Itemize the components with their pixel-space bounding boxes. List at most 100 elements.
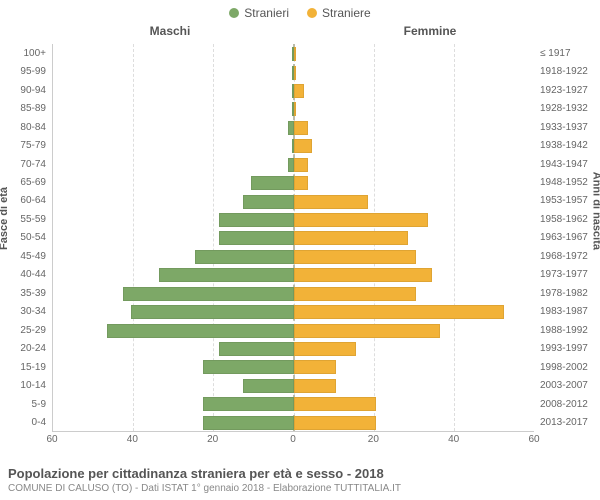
chart-subtitle: COMUNE DI CALUSO (TO) - Dati ISTAT 1° ge… — [8, 483, 592, 494]
pyramid-row — [53, 304, 534, 318]
chart-bars — [53, 44, 534, 431]
birth-label: 1928-1932 — [540, 103, 600, 114]
age-label: 35-39 — [0, 288, 46, 299]
pyramid-row — [53, 194, 534, 208]
x-tick-label: 60 — [46, 434, 57, 445]
bar-female — [294, 102, 296, 116]
age-label: 70-74 — [0, 159, 46, 170]
bar-male — [203, 397, 293, 411]
age-label: 25-29 — [0, 325, 46, 336]
pyramid-row — [53, 65, 534, 79]
birth-label: 1933-1937 — [540, 122, 600, 133]
bar-male — [251, 176, 293, 190]
bar-male — [123, 287, 293, 301]
bar-female — [294, 121, 308, 135]
age-label: 65-69 — [0, 177, 46, 188]
bar-male — [195, 250, 293, 264]
age-label: 50-54 — [0, 232, 46, 243]
bar-female — [294, 176, 308, 190]
pyramid-row — [53, 175, 534, 189]
column-title-female: Femmine — [300, 24, 600, 38]
birth-label: 1983-1987 — [540, 306, 600, 317]
x-tick-label: 60 — [528, 434, 539, 445]
age-label: 75-79 — [0, 140, 46, 151]
pyramid-row — [53, 138, 534, 152]
age-label: 10-14 — [0, 380, 46, 391]
birth-label: 1978-1982 — [540, 288, 600, 299]
birth-label: 1993-1997 — [540, 343, 600, 354]
age-label: 55-59 — [0, 214, 46, 225]
birth-label: 1958-1962 — [540, 214, 600, 225]
age-label: 40-44 — [0, 269, 46, 280]
birth-label: 1968-1972 — [540, 251, 600, 262]
birth-label: 1988-1992 — [540, 325, 600, 336]
bar-female — [294, 231, 408, 245]
bar-female — [294, 342, 356, 356]
legend-label-male: Stranieri — [244, 6, 289, 20]
bar-male — [107, 324, 293, 338]
pyramid-row — [53, 286, 534, 300]
age-label: 95-99 — [0, 66, 46, 77]
birth-label: 2013-2017 — [540, 417, 600, 428]
x-tick-label: 0 — [290, 434, 296, 445]
bar-male — [131, 305, 293, 319]
bar-male — [219, 342, 293, 356]
pyramid-row — [53, 323, 534, 337]
x-tick-label: 20 — [207, 434, 218, 445]
birth-label: 2003-2007 — [540, 380, 600, 391]
age-label: 45-49 — [0, 251, 46, 262]
age-label: 60-64 — [0, 195, 46, 206]
pyramid-row — [53, 230, 534, 244]
pyramid-row — [53, 249, 534, 263]
bar-female — [294, 213, 428, 227]
bar-male — [203, 360, 293, 374]
legend-item-male: Stranieri — [229, 6, 289, 20]
age-label: 90-94 — [0, 85, 46, 96]
pyramid-row — [53, 267, 534, 281]
bar-female — [294, 416, 376, 430]
x-axis-labels: 6040200204060 — [52, 434, 534, 448]
bar-female — [294, 397, 376, 411]
column-titles: Maschi Femmine — [0, 20, 600, 38]
legend-swatch-female — [307, 8, 317, 18]
bar-female — [294, 47, 296, 61]
x-tick-label: 40 — [448, 434, 459, 445]
birth-label: 1998-2002 — [540, 362, 600, 373]
birth-label: 1973-1977 — [540, 269, 600, 280]
birth-label: ≤ 1917 — [540, 48, 600, 59]
bar-female — [294, 158, 308, 172]
age-label: 20-24 — [0, 343, 46, 354]
birth-label: 2008-2012 — [540, 399, 600, 410]
age-label: 100+ — [0, 48, 46, 59]
legend-swatch-male — [229, 8, 239, 18]
pyramid-row — [53, 212, 534, 226]
bar-male — [219, 231, 293, 245]
bar-female — [294, 195, 368, 209]
birth-label: 1938-1942 — [540, 140, 600, 151]
pyramid-row — [53, 341, 534, 355]
birth-label: 1943-1947 — [540, 159, 600, 170]
bar-male — [219, 213, 293, 227]
age-label: 85-89 — [0, 103, 46, 114]
bar-male — [243, 379, 293, 393]
pyramid-row — [53, 378, 534, 392]
bar-female — [294, 66, 296, 80]
y-axis-labels-birth: ≤ 19171918-19221923-19271928-19321933-19… — [536, 44, 600, 432]
birth-label: 1953-1957 — [540, 195, 600, 206]
bar-female — [294, 305, 504, 319]
bar-male — [159, 268, 293, 282]
age-label: 5-9 — [0, 399, 46, 410]
column-title-male: Maschi — [0, 24, 300, 38]
age-label: 30-34 — [0, 306, 46, 317]
pyramid-row — [53, 359, 534, 373]
pyramid-row — [53, 120, 534, 134]
bar-female — [294, 360, 336, 374]
age-label: 0-4 — [0, 417, 46, 428]
bar-male — [243, 195, 293, 209]
bar-female — [294, 139, 312, 153]
legend-item-female: Straniere — [307, 6, 371, 20]
age-label: 80-84 — [0, 122, 46, 133]
bar-female — [294, 324, 440, 338]
birth-label: 1923-1927 — [540, 85, 600, 96]
y-axis-labels-age: 100+ 95-99 90-94 85-89 80-84 75-79 70-74 65-69 6… — [0, 44, 50, 432]
